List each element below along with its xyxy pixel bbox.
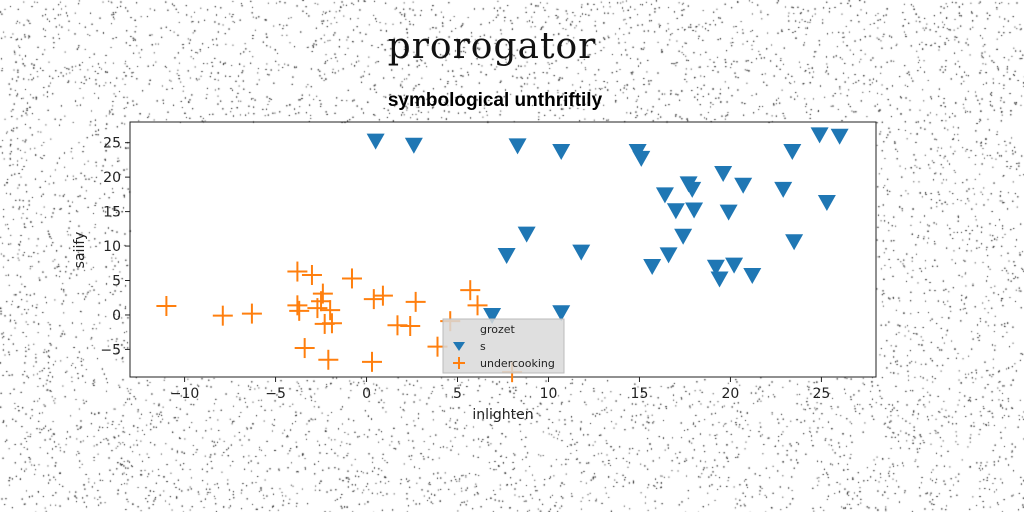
x-tick-label: 5 xyxy=(453,386,462,402)
legend-label-undercooking: undercooking xyxy=(480,357,555,370)
point-undercooking xyxy=(400,316,421,336)
point-undercooking xyxy=(294,338,315,359)
chart-title: symbological unthriftily xyxy=(388,90,603,111)
x-tick-label: −5 xyxy=(265,386,286,402)
point-s xyxy=(683,181,702,198)
point-undercooking xyxy=(289,300,310,321)
x-tick-label: 10 xyxy=(540,386,558,402)
point-s xyxy=(817,194,836,211)
point-undercooking xyxy=(320,300,341,321)
point-s xyxy=(632,150,651,167)
point-undercooking xyxy=(467,295,488,316)
x-tick-label: 0 xyxy=(362,386,371,402)
point-s xyxy=(743,268,762,284)
point-undercooking xyxy=(372,285,393,306)
legend-marker-undercooking xyxy=(453,357,465,369)
x-tick-label: 15 xyxy=(631,386,649,402)
point-undercooking xyxy=(318,349,339,370)
point-s xyxy=(659,247,678,264)
point-s xyxy=(774,181,793,198)
point-s xyxy=(734,177,753,194)
y-tick-label: 25 xyxy=(103,136,121,152)
point-undercooking xyxy=(287,295,308,316)
y-axis-label: saiify xyxy=(72,232,88,269)
point-s xyxy=(366,133,385,150)
x-tick-label: −10 xyxy=(170,386,200,402)
point-s xyxy=(685,202,704,219)
point-undercooking xyxy=(363,289,384,310)
legend: grozet s undercooking xyxy=(442,318,565,374)
y-tick-label: 10 xyxy=(103,239,121,255)
point-s xyxy=(552,143,571,160)
point-s xyxy=(404,137,423,154)
point-undercooking xyxy=(301,265,322,285)
point-undercooking xyxy=(341,268,362,289)
point-s xyxy=(719,204,738,221)
point-s xyxy=(666,203,685,220)
point-s xyxy=(643,259,662,276)
point-undercooking xyxy=(156,296,177,317)
point-s xyxy=(674,228,693,245)
point-undercooking xyxy=(321,313,342,334)
point-s xyxy=(497,248,516,265)
point-s xyxy=(508,138,527,155)
point-s xyxy=(725,257,744,274)
point-s xyxy=(714,166,733,182)
legend-marker-s xyxy=(453,342,465,351)
legend-label-grozet: grozet xyxy=(480,323,516,336)
point-undercooking xyxy=(405,291,426,312)
y-tick-label: −5 xyxy=(100,342,121,358)
x-tick-label: 25 xyxy=(813,386,831,402)
point-undercooking xyxy=(212,305,233,326)
point-s xyxy=(710,271,729,288)
point-s xyxy=(572,244,591,261)
point-undercooking xyxy=(287,261,308,282)
y-tick-label: 20 xyxy=(103,170,121,186)
point-s xyxy=(483,307,502,324)
point-s xyxy=(783,143,802,160)
axis-ticks: −10 −5 0 5 10 15 20 25 −5 0 5 10 15 20 25 xyxy=(100,136,830,402)
point-s xyxy=(785,234,804,251)
point-undercooking xyxy=(307,298,328,319)
plot-area-frame xyxy=(129,121,877,378)
legend-label-s: s xyxy=(480,340,486,353)
point-undercooking xyxy=(241,303,262,324)
x-tick-label: 20 xyxy=(722,386,740,402)
point-undercooking xyxy=(460,280,481,301)
y-tick-label: 15 xyxy=(103,205,121,221)
figure-title: prorogator xyxy=(387,26,597,67)
y-tick-label: 0 xyxy=(112,308,121,324)
point-undercooking xyxy=(361,351,382,372)
y-tick-label: 5 xyxy=(112,274,121,290)
point-s xyxy=(810,127,829,144)
point-s xyxy=(552,305,571,322)
point-s xyxy=(706,259,725,276)
x-axis-label: inlighten xyxy=(472,407,533,423)
point-s xyxy=(830,128,849,145)
point-s xyxy=(517,226,536,243)
point-s xyxy=(655,187,674,204)
legend-box xyxy=(442,318,565,374)
